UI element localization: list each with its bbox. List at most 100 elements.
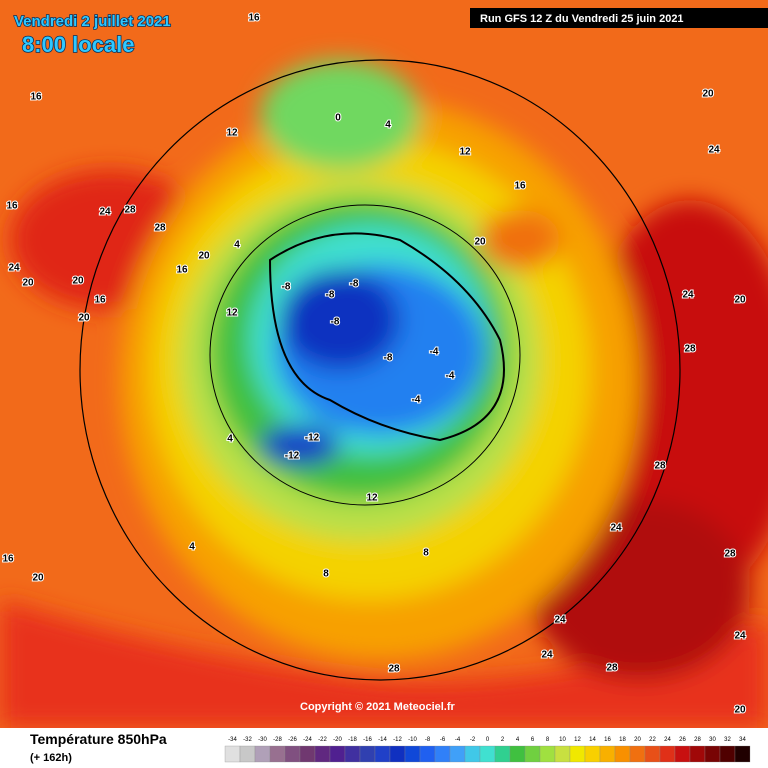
contour-label: 24 bbox=[541, 650, 553, 661]
contour-label: 28 bbox=[724, 549, 736, 560]
scale-swatch bbox=[284, 745, 301, 763]
contour-label: -8 bbox=[282, 282, 291, 293]
scale-label: 32 bbox=[724, 737, 731, 743]
scale-label: 6 bbox=[531, 737, 535, 743]
contour bbox=[79, 59, 681, 681]
scale-swatch bbox=[629, 745, 646, 763]
contour-label: 24 bbox=[554, 615, 566, 626]
run-info: Run GFS 12 Z du Vendredi 25 juin 2021 bbox=[480, 13, 684, 25]
contour-label: 12 bbox=[459, 147, 471, 158]
scale-label: -14 bbox=[378, 737, 387, 743]
contour-label: 16 bbox=[2, 554, 14, 565]
scale-label: 18 bbox=[619, 737, 626, 743]
scale-label: 0 bbox=[486, 737, 490, 743]
contour-label: 16 bbox=[514, 181, 526, 192]
contour-label: 24 bbox=[708, 145, 720, 156]
scale-swatch bbox=[689, 745, 706, 763]
scale-swatch bbox=[539, 745, 556, 763]
contour-label: 24 bbox=[610, 523, 622, 534]
contour-label: 16 bbox=[176, 265, 188, 276]
footer-title: Température 850hPa bbox=[30, 731, 167, 747]
scale-swatch bbox=[584, 745, 601, 763]
scale-swatch bbox=[374, 745, 391, 763]
scale-swatch bbox=[719, 745, 736, 763]
scale-swatch bbox=[704, 745, 721, 763]
scale-swatch bbox=[269, 745, 286, 763]
contour-label: -4 bbox=[446, 371, 455, 382]
contour-label: 16 bbox=[94, 295, 106, 306]
contour-label: 20 bbox=[734, 705, 746, 716]
scale-label: -2 bbox=[470, 737, 476, 743]
scale-label: 12 bbox=[574, 737, 581, 743]
scale-swatch bbox=[734, 745, 751, 763]
scale-label: 24 bbox=[664, 737, 671, 743]
copyright: Copyright © 2021 Meteociel.fr bbox=[300, 701, 456, 713]
scale-label: 30 bbox=[709, 737, 716, 743]
contour bbox=[209, 204, 521, 506]
scale-label: -8 bbox=[425, 737, 431, 743]
scale-swatch bbox=[524, 745, 541, 763]
scale-label: -12 bbox=[393, 737, 402, 743]
scale-label: -24 bbox=[303, 737, 312, 743]
scale-label: -16 bbox=[363, 737, 372, 743]
scale-label: 4 bbox=[516, 737, 520, 743]
contour-label: 8 bbox=[423, 548, 429, 559]
contour-label: 0 bbox=[335, 113, 341, 124]
contour-label: 24 bbox=[682, 290, 694, 301]
scale-swatch bbox=[659, 745, 676, 763]
contour-label: -8 bbox=[384, 353, 393, 364]
scale-swatch bbox=[329, 745, 346, 763]
contour-label: 28 bbox=[388, 664, 400, 675]
scale-label: -6 bbox=[440, 737, 446, 743]
contour-label: 16 bbox=[30, 92, 42, 103]
contour-label: 24 bbox=[99, 207, 111, 218]
contour-label: -12 bbox=[305, 433, 320, 444]
contour-label: 20 bbox=[198, 251, 210, 262]
scale-swatch bbox=[674, 745, 691, 763]
contour-label: 12 bbox=[226, 128, 238, 139]
contour-label: 20 bbox=[32, 573, 44, 584]
color-scale: -34 -32 -30 -28 -26 -24 -22 -20 -18 -16 -14 -12 -10-… bbox=[224, 737, 751, 763]
scale-swatch bbox=[509, 745, 526, 763]
scale-label: -4 bbox=[455, 737, 461, 743]
contour-label: 28 bbox=[684, 344, 696, 355]
contour-label: 24 bbox=[734, 631, 746, 642]
contour-label: 28 bbox=[154, 223, 166, 234]
scale-swatch bbox=[239, 745, 256, 763]
contour-label: 4 bbox=[385, 120, 391, 131]
scale-swatch bbox=[554, 745, 571, 763]
scale-label: 2 bbox=[501, 737, 505, 743]
scale-label: -30 bbox=[258, 737, 267, 743]
contour-label: 4 bbox=[189, 542, 195, 553]
scale-label: -28 bbox=[273, 737, 282, 743]
map: Run GFS 12 Z du Vendredi 25 juin 2021 Ve… bbox=[0, 0, 768, 728]
contour-label: -8 bbox=[331, 317, 340, 328]
contour-label: 28 bbox=[606, 663, 618, 674]
scale-label: -26 bbox=[288, 737, 297, 743]
scale-swatch bbox=[464, 745, 481, 763]
contour-label: -12 bbox=[285, 451, 300, 462]
scale-swatch bbox=[404, 745, 421, 763]
date: Vendredi 2 juillet 2021 bbox=[14, 13, 171, 30]
contour-label: 20 bbox=[22, 278, 34, 289]
scale-swatch bbox=[614, 745, 631, 763]
contour-label: 16 bbox=[6, 201, 18, 212]
scale-swatch bbox=[569, 745, 586, 763]
contour bbox=[268, 232, 505, 442]
contour-label: 28 bbox=[124, 205, 136, 216]
scale-swatch bbox=[599, 745, 616, 763]
contour-label: 20 bbox=[78, 313, 90, 324]
contour-label: 8 bbox=[323, 569, 329, 580]
contour-label: 4 bbox=[227, 434, 233, 445]
scale-swatch bbox=[479, 745, 496, 763]
scale-label: 8 bbox=[546, 737, 550, 743]
scale-label: 34 bbox=[739, 737, 746, 743]
scale-label: -34 bbox=[228, 737, 237, 743]
scale-label: 26 bbox=[679, 737, 686, 743]
scale-swatch bbox=[299, 745, 316, 763]
footer-lead: (+ 162h) bbox=[30, 752, 72, 764]
scale-swatch bbox=[449, 745, 466, 763]
run-box bbox=[470, 8, 768, 28]
contour-label: 20 bbox=[702, 89, 714, 100]
